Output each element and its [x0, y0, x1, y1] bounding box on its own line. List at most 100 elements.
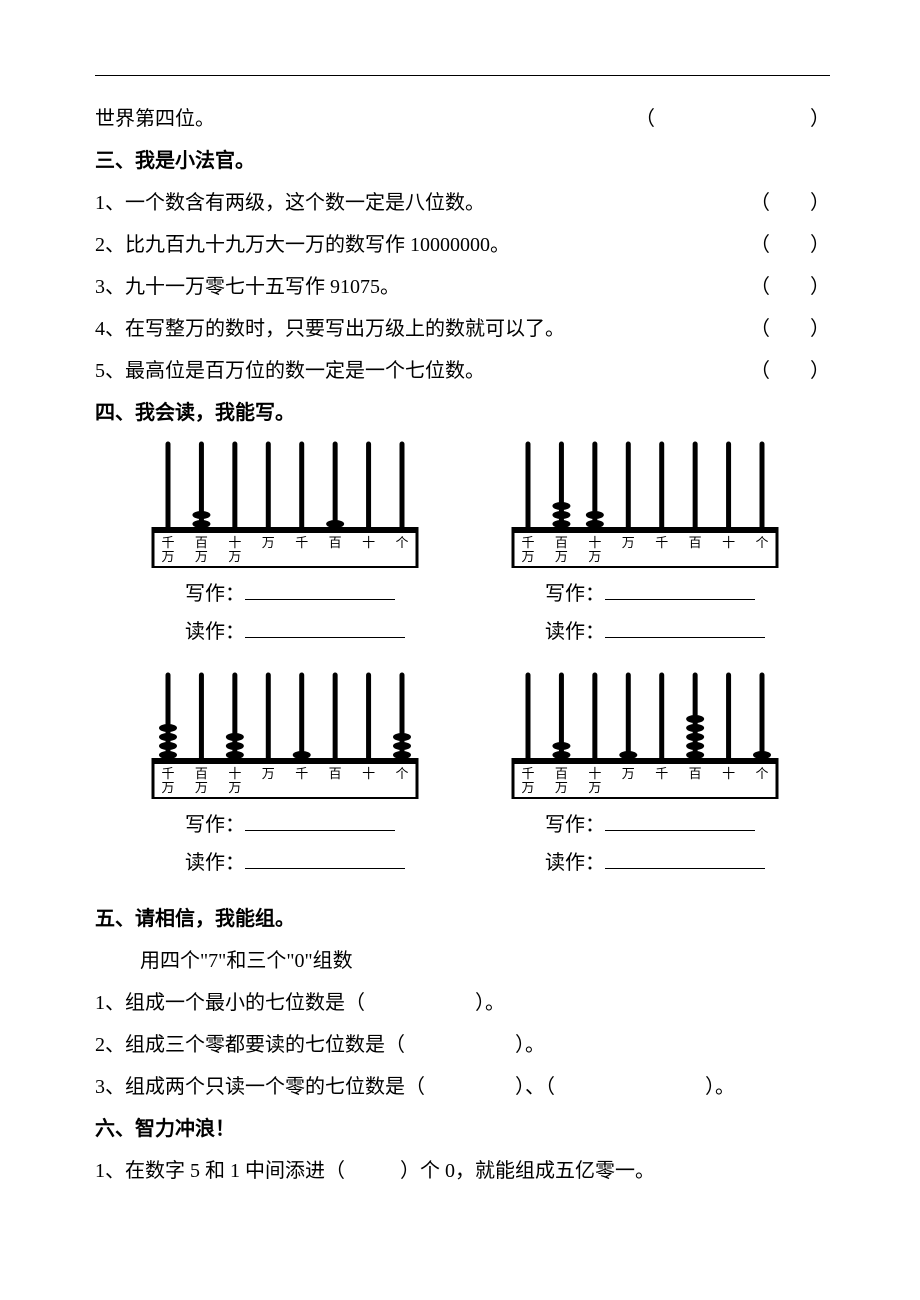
compose-pre: 1、组成一个最小的七位数是（ [95, 982, 365, 1024]
read-blank [605, 846, 765, 869]
paren-open: （ [750, 350, 770, 392]
judge-item-text: 3、九十一万零七十五写作 91075。 [95, 266, 400, 308]
write-line: 写作： [510, 575, 830, 613]
compose-item: 2、组成三个零都要读的七位数是（）。 [95, 1024, 830, 1066]
paren-open: （ [750, 308, 770, 350]
svg-text:百: 百 [555, 766, 568, 781]
svg-text:万: 万 [622, 535, 635, 550]
write-line: 写作： [150, 806, 470, 844]
svg-text:百: 百 [195, 535, 208, 550]
abacus-cell: 千万百万十万万千百十个写作：读作： [510, 440, 830, 651]
write-blank [605, 577, 755, 600]
write-label: 写作： [185, 814, 245, 836]
read-blank [245, 846, 405, 869]
judge-item-text: 2、比九百九十九万大一万的数写作 10000000。 [95, 224, 510, 266]
section6-q1: 1、在数字 5 和 1 中间添进（ ）个 0，就能组成五亿零一。 [95, 1150, 830, 1192]
svg-text:十: 十 [362, 535, 375, 550]
read-label: 读作： [545, 621, 605, 643]
judge-item: 5、最高位是百万位的数一定是一个七位数。（） [95, 350, 830, 392]
write-blank [245, 808, 395, 831]
svg-text:百: 百 [329, 766, 342, 781]
read-label: 读作： [185, 621, 245, 643]
section5-heading-text: 五、请相信，我能组。 [95, 898, 295, 940]
svg-text:十: 十 [362, 766, 375, 781]
judge-item-text: 1、一个数含有两级，这个数一定是八位数。 [95, 182, 485, 224]
paren-close: ） [810, 350, 830, 392]
paren-close: ） [810, 266, 830, 308]
section6-heading-text: 六、智力冲浪！ [95, 1108, 235, 1150]
section5-intro: 用四个"7"和三个"0"组数 [95, 940, 830, 982]
compose-item: 3、组成两个只读一个零的七位数是（ ）、（ ）。 [95, 1066, 830, 1108]
abacus: 千万百万十万万千百十个 [510, 440, 780, 570]
read-line: 读作： [510, 844, 830, 882]
section3-heading: 三、我是小法官。 [95, 140, 830, 182]
compose-post: ）。 [515, 1024, 545, 1066]
svg-text:千: 千 [161, 535, 174, 550]
svg-text:千: 千 [655, 766, 668, 781]
write-label: 写作： [545, 583, 605, 605]
read-label: 读作： [545, 852, 605, 874]
svg-text:个: 个 [395, 535, 408, 550]
svg-text:万: 万 [521, 549, 534, 564]
paren-close: ） [810, 224, 830, 266]
svg-text:万: 万 [161, 549, 174, 564]
compose-post: ）。 [475, 982, 505, 1024]
compose-post: ）。 [705, 1066, 735, 1108]
paren-close: ） [810, 182, 830, 224]
svg-text:万: 万 [228, 549, 241, 564]
svg-text:十: 十 [228, 535, 241, 550]
svg-text:十: 十 [722, 535, 735, 550]
svg-text:百: 百 [329, 535, 342, 550]
svg-text:千: 千 [655, 535, 668, 550]
paren-open: （ [635, 98, 655, 140]
write-label: 写作： [545, 814, 605, 836]
top-fragment-text: 世界第四位。 [95, 98, 215, 140]
abacus-cell: 千万百万十万万千百十个写作：读作： [150, 440, 470, 651]
read-blank [245, 615, 405, 638]
svg-text:千: 千 [521, 535, 534, 550]
svg-text:百: 百 [555, 535, 568, 550]
svg-text:万: 万 [161, 780, 174, 795]
judge-item: 4、在写整万的数时，只要写出万级上的数就可以了。（） [95, 308, 830, 350]
svg-text:十: 十 [228, 766, 241, 781]
section6-heading: 六、智力冲浪！ [95, 1108, 830, 1150]
abacus-cell: 千万百万十万万千百十个写作：读作： [150, 671, 470, 882]
read-label: 读作： [185, 852, 245, 874]
svg-text:万: 万 [195, 549, 208, 564]
svg-text:万: 万 [555, 549, 568, 564]
write-label: 写作： [185, 583, 245, 605]
paren-open: （ [750, 224, 770, 266]
abacus: 千万百万十万万千百十个 [150, 440, 420, 570]
paren-open: （ [750, 182, 770, 224]
top-fragment-line: 世界第四位。 （ ） [95, 98, 830, 140]
svg-text:十: 十 [588, 535, 601, 550]
paren-open: （ [750, 266, 770, 308]
write-blank [605, 808, 755, 831]
read-line: 读作： [150, 844, 470, 882]
svg-text:千: 千 [295, 535, 308, 550]
read-blank [605, 615, 765, 638]
write-blank [245, 577, 395, 600]
svg-text:百: 百 [689, 535, 702, 550]
read-line: 读作： [150, 613, 470, 651]
judge-item: 2、比九百九十九万大一万的数写作 10000000。 （ ） [95, 224, 830, 266]
section3-heading-text: 三、我是小法官。 [95, 140, 255, 182]
paren-close: ） [810, 308, 830, 350]
svg-text:万: 万 [622, 766, 635, 781]
abacus: 千万百万十万万千百十个 [150, 671, 420, 801]
svg-text:万: 万 [521, 780, 534, 795]
section6-q1-pre: 1、在数字 5 和 1 中间添进（ [95, 1150, 345, 1192]
read-line: 读作： [510, 613, 830, 651]
compose-mid: ）、（ [515, 1066, 555, 1108]
write-line: 写作： [510, 806, 830, 844]
svg-text:万: 万 [195, 780, 208, 795]
svg-text:千: 千 [295, 766, 308, 781]
section6-q1-post: ）个 0，就能组成五亿零一。 [400, 1150, 655, 1192]
compose-pre: 3、组成两个只读一个零的七位数是（ [95, 1066, 425, 1108]
svg-text:万: 万 [228, 780, 241, 795]
svg-text:万: 万 [555, 780, 568, 795]
abacus-grid: 千万百万十万万千百十个写作：读作：千万百万十万万千百十个写作：读作：千万百万十万… [95, 440, 830, 882]
svg-text:个: 个 [755, 766, 768, 781]
judge-item: 3、九十一万零七十五写作 91075。 （ ） [95, 266, 830, 308]
svg-text:个: 个 [755, 535, 768, 550]
